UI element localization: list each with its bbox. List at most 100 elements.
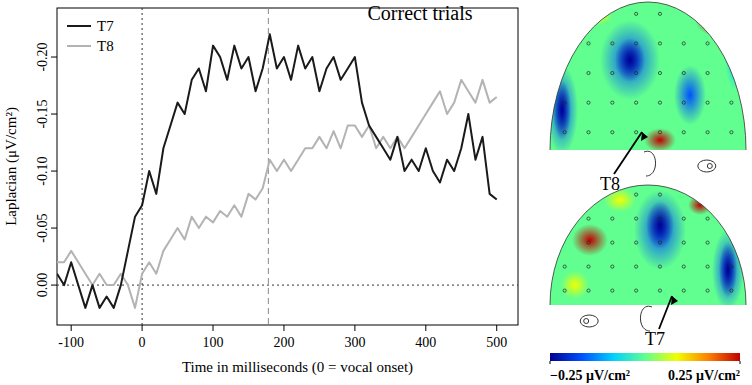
head-outline	[550, 2, 746, 150]
electrode	[635, 42, 638, 45]
electrode	[611, 101, 614, 104]
electrode	[658, 12, 661, 15]
plot-area	[57, 8, 518, 325]
topomap-blob	[719, 242, 737, 298]
electrode	[682, 71, 685, 74]
electrode	[635, 241, 638, 244]
x-tick	[425, 325, 426, 331]
topomap-blob	[674, 65, 706, 125]
colorbar-tick	[740, 361, 741, 364]
electrode	[706, 42, 709, 45]
y-tick	[51, 114, 57, 115]
topomap-fill	[550, 185, 746, 310]
y-axis-label: Laplacian (μV/cm²)	[3, 107, 20, 226]
arrow	[659, 296, 672, 329]
electrode	[682, 131, 685, 134]
electrode	[635, 101, 638, 104]
pupil	[707, 164, 712, 169]
topomap-blob	[600, 20, 660, 100]
electrode	[635, 217, 638, 220]
electrode	[730, 265, 733, 268]
electrode	[682, 265, 685, 268]
electrode	[682, 101, 685, 104]
legend-label: T7	[97, 18, 114, 34]
x-tick-label: -100	[58, 335, 84, 350]
topomap-blob	[604, 188, 636, 212]
ear	[640, 306, 652, 331]
topomap-blob	[634, 190, 686, 270]
legend-label: T8	[97, 38, 114, 54]
electrode	[658, 42, 661, 45]
topomap-blob	[553, 80, 571, 140]
electrode	[587, 71, 590, 74]
topomap-blob	[561, 271, 589, 299]
electrode	[587, 42, 590, 45]
y-tick-label: 0.00	[35, 273, 50, 298]
electrode	[635, 12, 638, 15]
electrode	[635, 71, 638, 74]
topomap: T8	[546, 2, 746, 194]
electrode	[635, 193, 638, 196]
colorbar-label: −0.25 μV/cm²	[550, 368, 630, 383]
x-tick	[496, 325, 497, 331]
figure: Correct trials-10001002003004005000.00-0…	[0, 0, 752, 385]
electrode	[587, 265, 590, 268]
topomap-fill	[546, 2, 746, 155]
electrode	[563, 289, 566, 292]
plot-frame	[57, 8, 518, 325]
electrode	[587, 101, 590, 104]
electrode	[563, 265, 566, 268]
topomap: T7	[550, 185, 746, 349]
arrow-head	[641, 132, 648, 141]
topomap-blob	[615, 38, 645, 82]
eye	[698, 160, 716, 172]
y-tick	[51, 285, 57, 286]
y-tick-label: -0.10	[35, 156, 50, 185]
electrode	[563, 131, 566, 134]
electrode	[658, 241, 661, 244]
electrode	[706, 101, 709, 104]
topomap-blob	[646, 201, 674, 249]
electrode	[611, 131, 614, 134]
arrow-head	[671, 296, 678, 305]
eye	[580, 315, 598, 327]
electrode	[658, 289, 661, 292]
x-tick-label: 500	[486, 335, 507, 350]
electrode	[611, 241, 614, 244]
electrode	[682, 217, 685, 220]
electrode	[730, 131, 733, 134]
colorbar	[550, 353, 740, 361]
electrode	[682, 42, 685, 45]
h-reference-line	[57, 285, 518, 286]
x-tick-label: 400	[415, 335, 436, 350]
head-outline	[550, 185, 746, 305]
y-tick-label: -0.05	[35, 213, 50, 242]
electrode	[611, 217, 614, 220]
electrode	[611, 71, 614, 74]
electrode	[611, 265, 614, 268]
electrode	[587, 217, 590, 220]
x-axis-label: Time in milliseconds (0 = vocal onset)	[182, 359, 413, 376]
electrode	[587, 131, 590, 134]
electrode	[658, 71, 661, 74]
x-tick	[354, 325, 355, 331]
topomap-blob	[712, 230, 744, 310]
electrode	[706, 217, 709, 220]
x-tick-label: 100	[203, 335, 224, 350]
electrode	[730, 101, 733, 104]
arrow	[614, 132, 642, 174]
topomap-label: T7	[645, 329, 665, 349]
colorbar-label: 0.25 μV/cm²	[668, 368, 740, 383]
electrode	[658, 101, 661, 104]
x-tick-label: 0	[139, 335, 146, 350]
ear	[644, 151, 656, 176]
electrode	[730, 289, 733, 292]
x-tick-label: 200	[273, 335, 294, 350]
y-tick	[51, 171, 57, 172]
topomap-blob	[644, 128, 676, 152]
topomap-blob	[695, 4, 735, 36]
electrode	[706, 241, 709, 244]
colorbar-tick	[550, 361, 551, 364]
pupil	[584, 319, 589, 324]
y-tick	[51, 228, 57, 229]
